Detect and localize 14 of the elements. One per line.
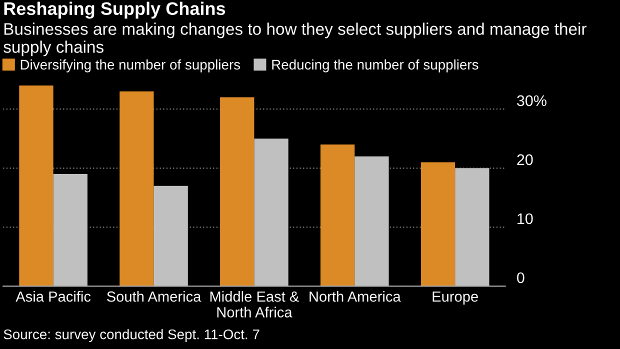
x-tick-label: Middle East & North Africa: [210, 291, 299, 318]
x-tick-label: South America: [107, 291, 202, 302]
legend-label: Diversifying the number of suppliers: [20, 59, 240, 72]
chart-subtitle: Businesses are making changes to how they select suppliers and manage their supply chains: [4, 22, 586, 56]
legend-label: Reducing the number of suppliers: [272, 59, 478, 72]
y-tick-label: 30%: [516, 95, 546, 106]
y-tick-label: 10: [518, 213, 533, 224]
y-tick-label: 0: [517, 272, 524, 284]
chart-title: Reshaping Supply Chains: [4, 2, 226, 19]
source-note: Source: survey conducted Sept. 11-Oct. 7: [4, 329, 260, 342]
x-tick-label: Europe: [432, 292, 478, 305]
x-tick-label: Asia Pacific: [16, 291, 91, 302]
y-tick-label: 20: [517, 154, 533, 166]
x-tick-label: North America: [310, 291, 401, 302]
